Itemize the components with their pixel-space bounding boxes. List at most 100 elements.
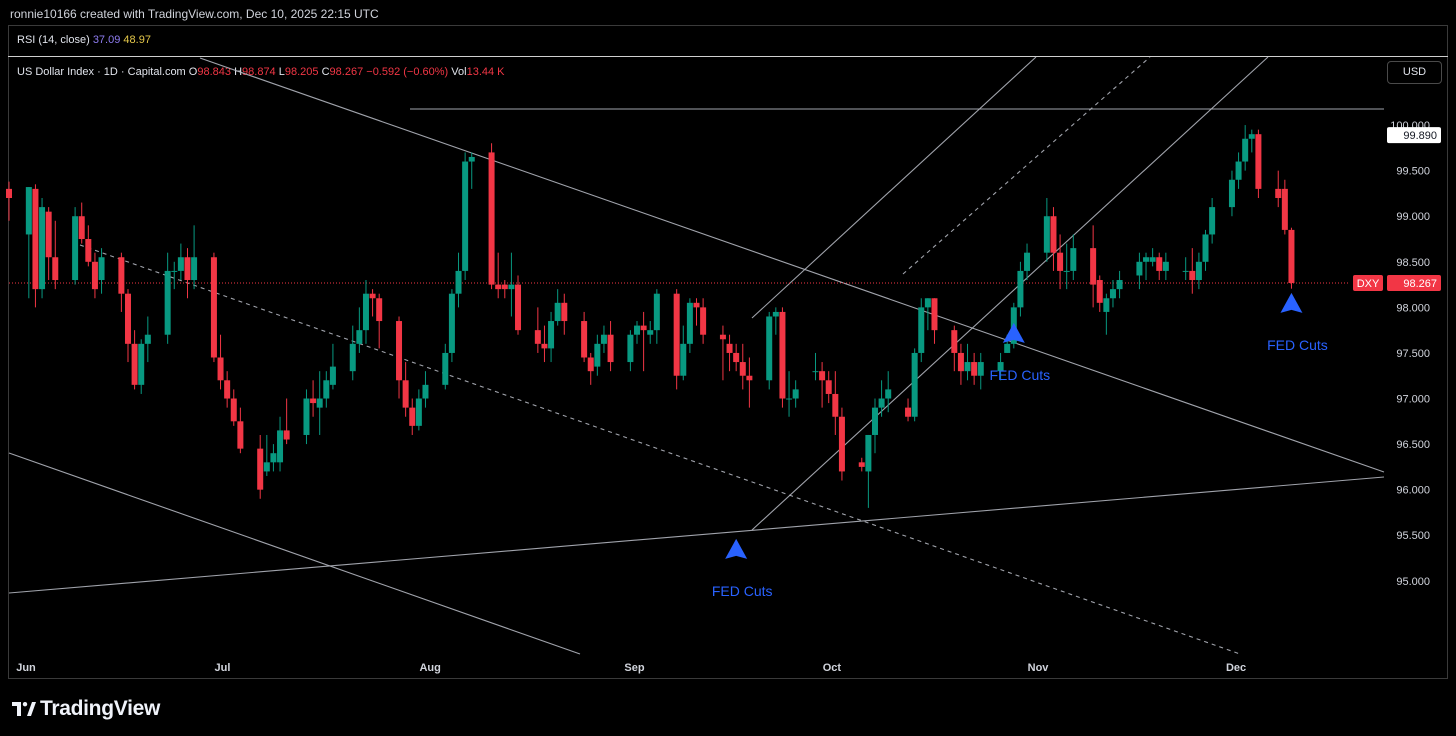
candle-body: [177, 257, 184, 271]
candle-body: [1255, 134, 1262, 189]
candle-body: [1143, 257, 1150, 262]
symbol-legend[interactable]: US Dollar Index · 1D · Capital.com O98.8…: [17, 66, 505, 78]
time-axis[interactable]: Jun Jul Aug Sep Oct Nov Dec: [16, 662, 1246, 674]
change-value: −0.592 (−0.60%): [366, 66, 449, 78]
high-label: H: [234, 66, 243, 78]
candle-body: [237, 421, 244, 449]
trend-line: [79, 244, 1241, 655]
price-tick-label: 96.500: [1396, 439, 1430, 451]
up-arrow-icon: [1280, 292, 1303, 313]
candle-body: [1156, 257, 1163, 271]
candle-body: [1096, 280, 1103, 303]
candle-body: [878, 398, 885, 408]
candle-body: [680, 343, 687, 376]
time-tick-label: Dec: [1226, 662, 1246, 674]
time-tick-label: Nov: [1028, 662, 1050, 674]
level-price-label: 99.890: [1403, 130, 1437, 142]
candle-body: [1109, 289, 1116, 299]
candle-body: [32, 188, 39, 290]
candle-body: [647, 330, 654, 335]
candle-body: [1248, 134, 1255, 139]
candle-body: [283, 430, 290, 440]
candle-body: [587, 357, 594, 372]
last-price-badge: [1387, 275, 1441, 292]
candle-body: [600, 334, 607, 344]
trend-line: [199, 57, 1385, 473]
candle-body: [1024, 252, 1031, 271]
candle-body: [779, 311, 786, 399]
candle-body: [772, 311, 779, 317]
rsi-pane-collapsed[interactable]: RSI (14, close) 37.09 48.97: [8, 25, 1448, 57]
price-tick-label: 95.000: [1396, 576, 1430, 588]
low-value: 98.205: [284, 66, 319, 78]
annotation-label: FED Cuts: [712, 583, 773, 599]
candle-body: [1004, 343, 1011, 353]
low-label: L: [278, 66, 285, 78]
candle-body: [515, 284, 522, 331]
trend-line: [751, 56, 1037, 319]
candle-body: [1063, 270, 1070, 272]
candle-body: [534, 330, 541, 344]
candle-body: [1149, 257, 1156, 262]
candle-body: [501, 284, 508, 290]
candle-body: [442, 352, 449, 385]
price-tick-label: 99.500: [1396, 166, 1430, 178]
candle-body: [838, 416, 845, 472]
candle-body: [1057, 252, 1064, 271]
candle-body: [786, 398, 793, 400]
annotations: FED Cuts FED Cuts FED Cuts: [712, 292, 1328, 599]
chart-panel: [8, 25, 1448, 679]
candle-body: [918, 307, 925, 353]
time-tick-label: Oct: [823, 662, 842, 674]
price-axis[interactable]: 100.00099.50099.00098.50098.00097.50097.…: [1353, 120, 1441, 588]
candle-body: [270, 453, 277, 463]
candle-body: [39, 207, 46, 290]
candle-body: [356, 330, 363, 344]
open-value: 98.843: [197, 66, 232, 78]
candle-body: [124, 293, 131, 344]
candle-body: [1070, 248, 1077, 271]
candle-body: [144, 334, 151, 344]
candle-body: [885, 389, 892, 399]
candle-body: [138, 343, 145, 385]
candle-body: [230, 398, 237, 422]
candle-body: [607, 334, 614, 363]
candle-body: [957, 352, 964, 372]
candle-body: [98, 257, 105, 281]
candle-body: [1043, 216, 1050, 253]
candle-body: [634, 325, 641, 335]
candle-body: [1228, 179, 1235, 208]
candle-body: [52, 257, 59, 281]
candle-body: [396, 321, 403, 381]
level-price-badge: [1387, 127, 1441, 144]
candle-body: [832, 393, 839, 417]
candle-body: [825, 380, 832, 394]
candle-body: [871, 407, 878, 435]
time-tick-label: Aug: [419, 662, 440, 674]
candle-body: [971, 362, 978, 376]
price-tick-label: 97.500: [1396, 348, 1430, 360]
price-tick-label: 97.000: [1396, 394, 1430, 406]
candle-body: [997, 362, 1004, 372]
candle-body: [746, 375, 753, 381]
candle-body: [369, 293, 376, 299]
currency-button[interactable]: USD: [1387, 61, 1442, 84]
candle-body: [508, 284, 515, 290]
candle-body: [554, 302, 561, 322]
rsi-label: RSI (14, close): [17, 34, 90, 46]
symbol-title[interactable]: US Dollar Index · 1D · Capital.com: [17, 66, 186, 78]
candle-body: [191, 257, 198, 281]
candle-body: [1209, 207, 1216, 235]
candle-body: [1050, 216, 1057, 253]
candle-body: [85, 239, 92, 262]
rsi-value-2: 48.97: [123, 34, 151, 46]
candle-body: [329, 366, 336, 385]
candle-body: [653, 293, 660, 331]
price-tick-label: 99.000: [1396, 211, 1430, 223]
candle-body: [131, 343, 138, 385]
candle-body: [924, 298, 931, 308]
last-price-label: 98.267: [1403, 278, 1437, 290]
close-value: 98.267: [329, 66, 364, 78]
close-label: C: [321, 66, 330, 78]
